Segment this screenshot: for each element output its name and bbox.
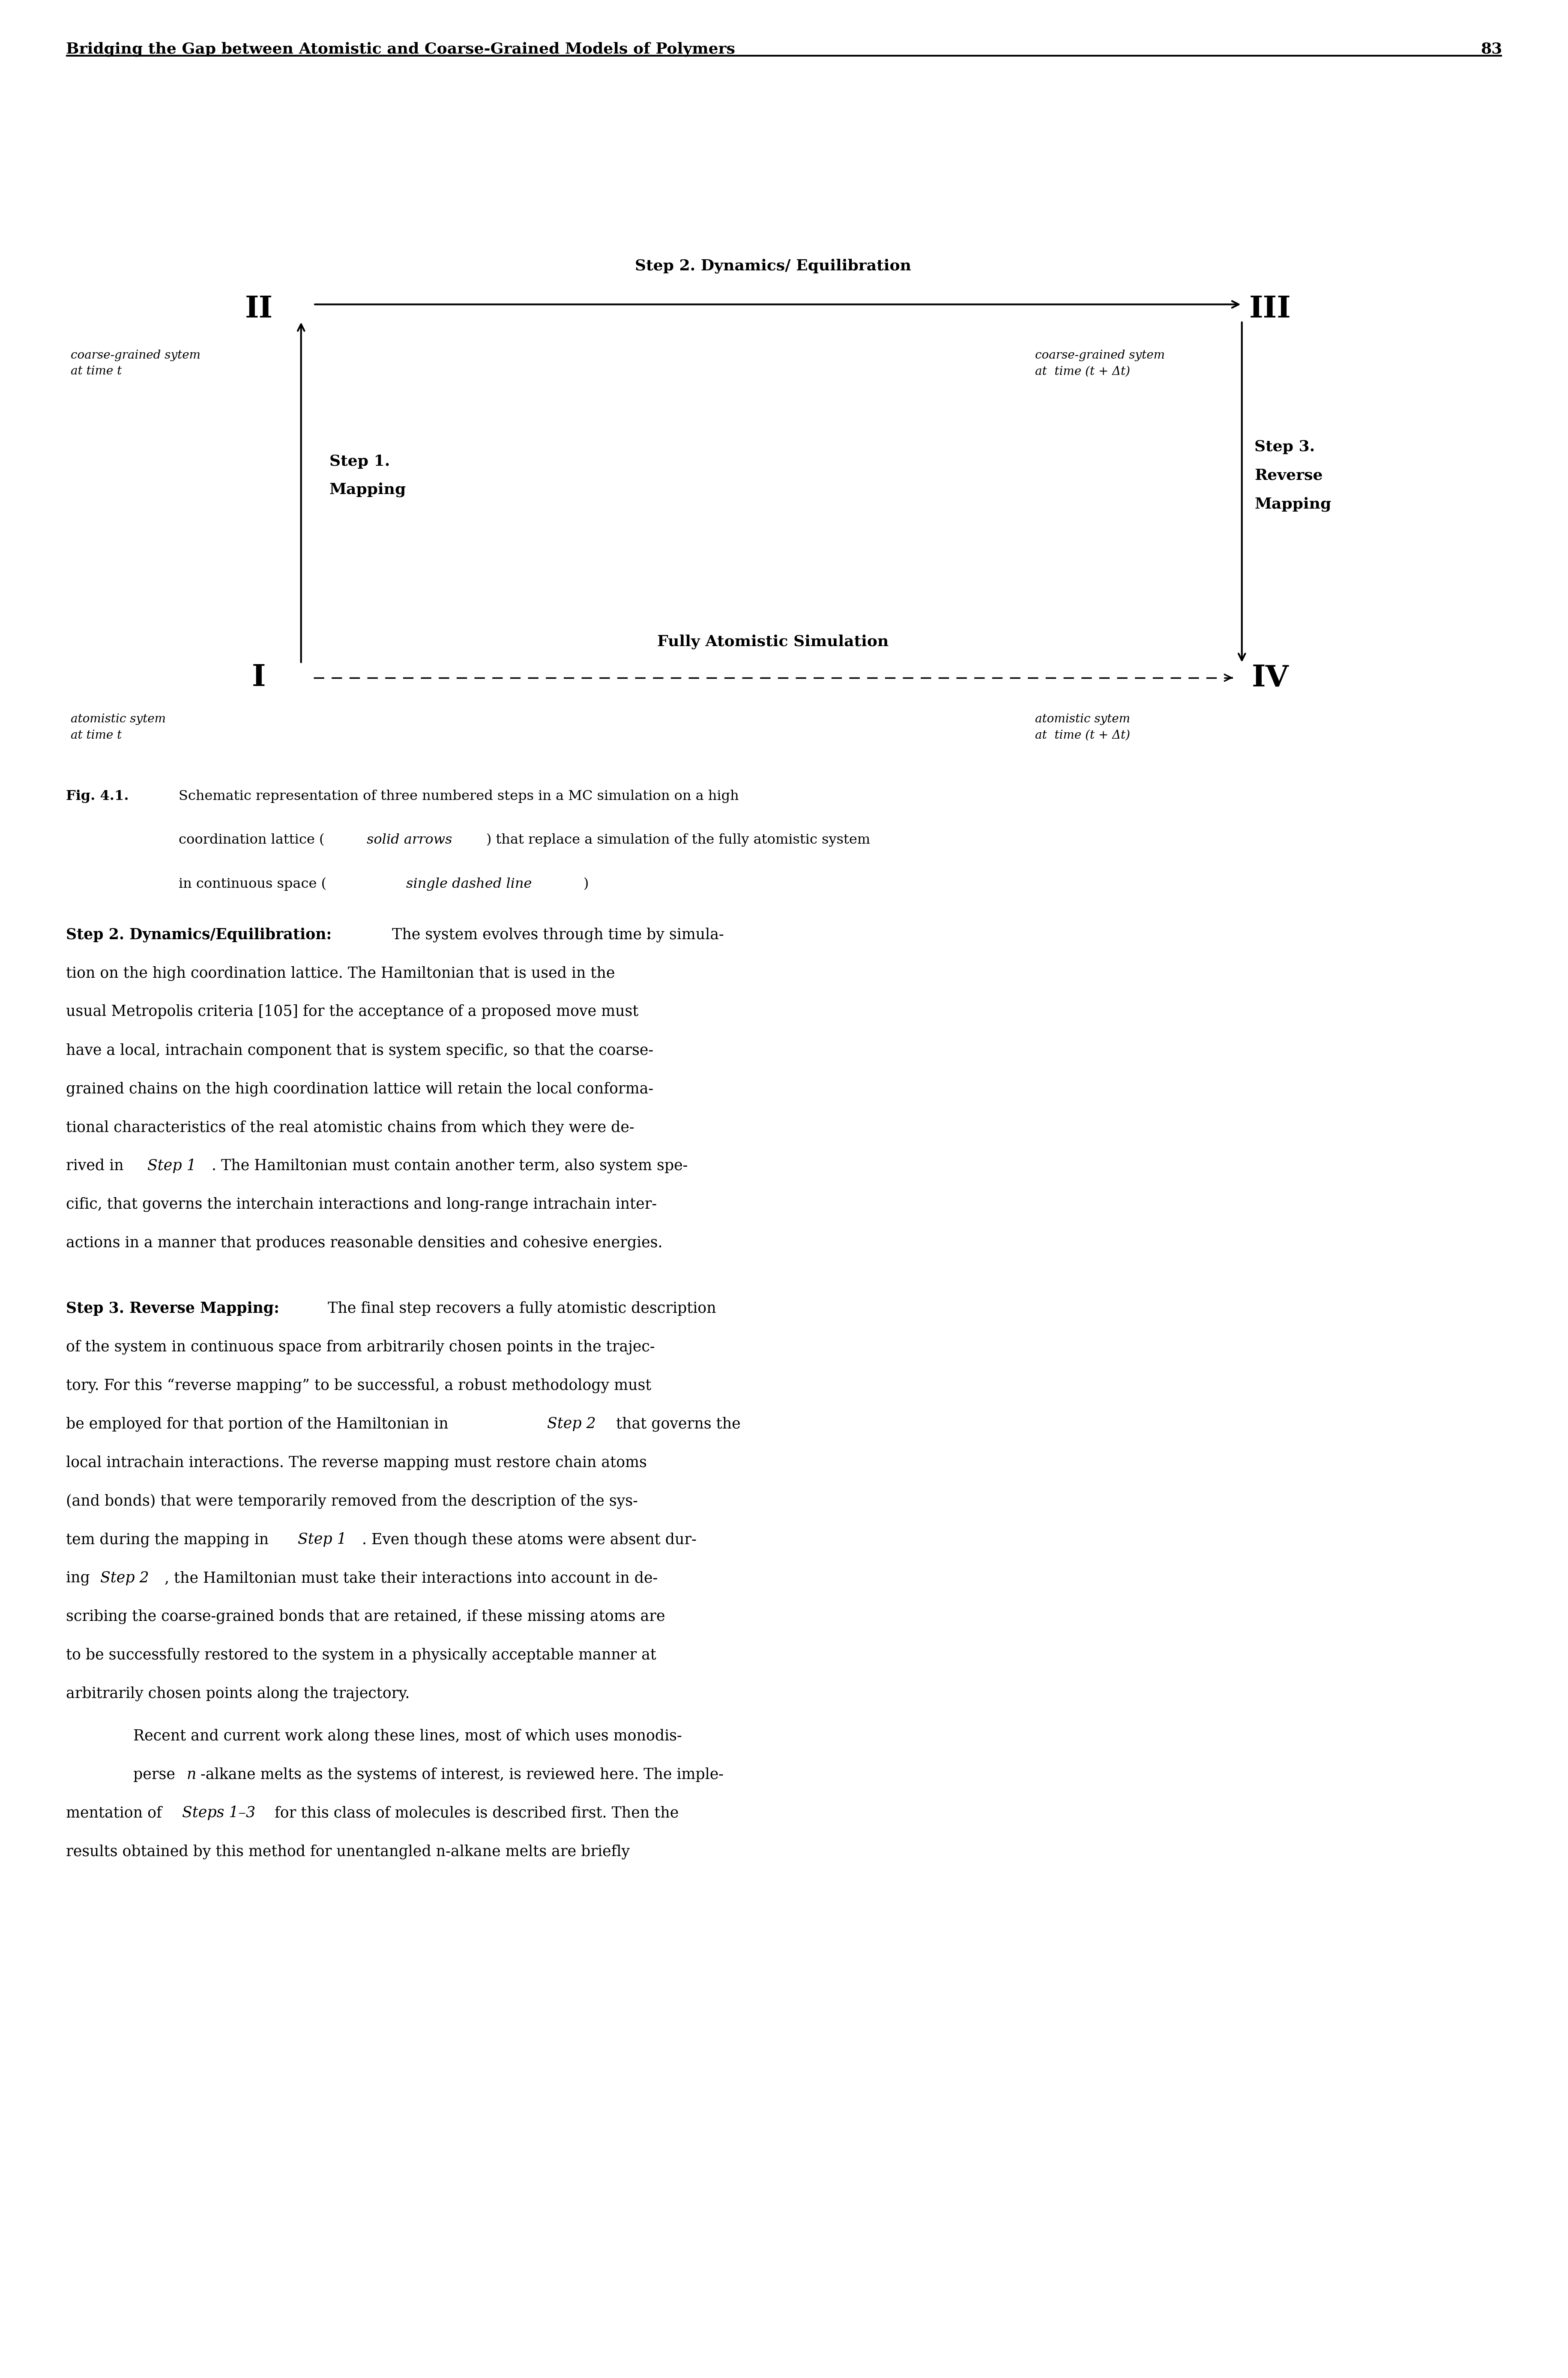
Text: Step 2: Step 2 [100,1572,149,1586]
Text: atomistic sytem
at time t: atomistic sytem at time t [71,713,166,742]
Text: tional characteristics of the real atomistic chains from which they were de-: tional characteristics of the real atomi… [66,1120,633,1134]
Text: The system evolves through time by simula-: The system evolves through time by simul… [387,927,724,942]
Text: Fig. 4.1.: Fig. 4.1. [66,789,129,804]
Text: Step 1.
Mapping: Step 1. Mapping [329,454,406,497]
Text: (and bonds) that were temporarily removed from the description of the sys-: (and bonds) that were temporarily remove… [66,1493,638,1508]
Text: II: II [245,295,273,323]
Text: ) that replace a simulation of the fully atomistic system: ) that replace a simulation of the fully… [486,832,870,847]
Text: Fully Atomistic Simulation: Fully Atomistic Simulation [657,635,889,649]
Text: in continuous space (: in continuous space ( [179,877,326,892]
Text: . The Hamiltonian must contain another term, also system spe-: . The Hamiltonian must contain another t… [212,1158,688,1172]
Text: III: III [1250,295,1290,323]
Text: The final step recovers a fully atomistic description: The final step recovers a fully atomisti… [323,1301,717,1315]
Text: Step 3.
Reverse
Mapping: Step 3. Reverse Mapping [1254,440,1331,511]
Text: usual Metropolis criteria [105] for the acceptance of a proposed move must: usual Metropolis criteria [105] for the … [66,1004,638,1020]
Text: Step 3. Reverse Mapping:: Step 3. Reverse Mapping: [66,1301,279,1315]
Text: for this class of molecules is described first. Then the: for this class of molecules is described… [270,1805,679,1819]
Text: Recent and current work along these lines, most of which uses monodis-: Recent and current work along these line… [133,1729,682,1743]
Text: n: n [187,1767,196,1781]
Text: coordination lattice (: coordination lattice ( [179,832,325,847]
Text: ): ) [583,877,588,892]
Text: actions in a manner that produces reasonable densities and cohesive energies.: actions in a manner that produces reason… [66,1237,662,1251]
Text: tem during the mapping in: tem during the mapping in [66,1531,273,1548]
Text: tory. For this “reverse mapping” to be successful, a robust methodology must: tory. For this “reverse mapping” to be s… [66,1379,651,1394]
Text: I: I [252,663,265,692]
Text: that governs the: that governs the [612,1417,740,1432]
Text: mentation of: mentation of [66,1805,166,1819]
Text: perse: perse [133,1767,180,1781]
Text: of the system in continuous space from arbitrarily chosen points in the trajec-: of the system in continuous space from a… [66,1339,655,1355]
Text: Step 2. Dynamics/ Equilibration: Step 2. Dynamics/ Equilibration [635,259,911,273]
Text: Step 1: Step 1 [147,1158,196,1172]
Text: Step 1: Step 1 [298,1531,347,1546]
Text: cific, that governs the interchain interactions and long-range intrachain inter-: cific, that governs the interchain inter… [66,1196,657,1213]
Text: to be successfully restored to the system in a physically acceptable manner at: to be successfully restored to the syste… [66,1648,655,1662]
Text: Step 2: Step 2 [547,1417,596,1432]
Text: Step 2. Dynamics/Equilibration:: Step 2. Dynamics/Equilibration: [66,927,331,942]
Text: rived in: rived in [66,1158,129,1172]
Text: -alkane melts as the systems of interest, is reviewed here. The imple-: -alkane melts as the systems of interest… [201,1767,724,1781]
Text: tion on the high coordination lattice. The Hamiltonian that is used in the: tion on the high coordination lattice. T… [66,965,615,980]
Text: atomistic sytem
at  time (t + Δt): atomistic sytem at time (t + Δt) [1035,713,1131,742]
Text: arbitrarily chosen points along the trajectory.: arbitrarily chosen points along the traj… [66,1686,409,1700]
Text: coarse-grained sytem
at  time (t + Δt): coarse-grained sytem at time (t + Δt) [1035,350,1165,378]
Text: be employed for that portion of the Hamiltonian in: be employed for that portion of the Hami… [66,1417,453,1432]
Text: , the Hamiltonian must take their interactions into account in de-: , the Hamiltonian must take their intera… [165,1572,659,1586]
Text: Schematic representation of three numbered steps in a MC simulation on a high: Schematic representation of three number… [179,789,739,804]
Text: . Even though these atoms were absent dur-: . Even though these atoms were absent du… [362,1531,696,1548]
Text: scribing the coarse-grained bonds that are retained, if these missing atoms are: scribing the coarse-grained bonds that a… [66,1610,665,1624]
Text: local intrachain interactions. The reverse mapping must restore chain atoms: local intrachain interactions. The rever… [66,1455,646,1470]
Text: results obtained by this method for unentangled n-alkane melts are briefly: results obtained by this method for unen… [66,1845,630,1860]
Text: single dashed line: single dashed line [406,877,532,892]
Text: Bridging the Gap between Atomistic and Coarse-Grained Models of Polymers: Bridging the Gap between Atomistic and C… [66,40,735,57]
Text: grained chains on the high coordination lattice will retain the local conforma-: grained chains on the high coordination … [66,1082,654,1096]
Text: IV: IV [1251,663,1289,692]
Text: Steps 1–3: Steps 1–3 [182,1805,256,1819]
Text: solid arrows: solid arrows [367,832,452,847]
Text: 83: 83 [1480,40,1502,57]
Text: ing: ing [66,1572,94,1586]
Text: coarse-grained sytem
at time t: coarse-grained sytem at time t [71,350,201,378]
Text: have a local, intrachain component that is system specific, so that the coarse-: have a local, intrachain component that … [66,1044,654,1058]
